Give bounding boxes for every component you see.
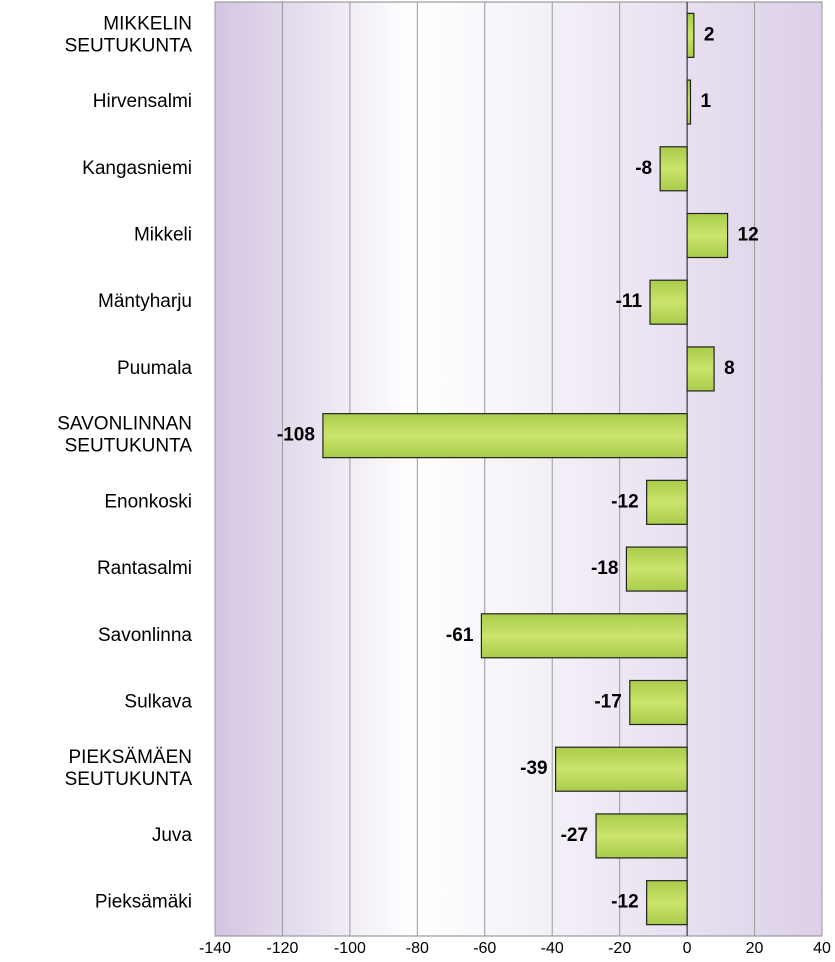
y-tick-label: Mäntyharju [98,291,192,312]
y-tick-label: PIEKSÄMÄEN SEUTUKUNTA [65,747,193,790]
y-tick-label: Savonlinna [98,625,192,646]
value-label: -108 [277,425,315,446]
x-tick-label: -120 [266,940,298,957]
bar [554,746,688,792]
value-label: -39 [520,758,547,779]
bar [686,212,729,259]
x-tick-label: 40 [813,940,831,957]
x-tick-label: 20 [746,940,764,957]
x-tick-label: -140 [199,940,231,957]
y-tick-label: Rantasalmi [97,558,192,579]
bar [480,613,688,659]
bar [629,679,688,726]
bar [659,146,688,192]
value-label: 8 [724,358,735,379]
value-label: -27 [561,825,588,846]
x-tick-label: -100 [334,940,366,957]
x-tick-label: -20 [608,940,631,957]
bar [322,413,688,459]
value-label: -12 [611,491,638,512]
x-tick-label: -80 [406,940,429,957]
y-tick-label: SAVONLINNAN SEUTUKUNTA [57,414,192,457]
y-tick-label: Hirvensalmi [93,91,192,112]
bar [649,279,688,325]
y-tick-label: MIKKELIN SEUTUKUNTA [65,13,193,56]
plot-area [214,1,823,937]
x-tick-label: -40 [541,940,564,957]
y-tick-label: Puumala [117,358,192,379]
value-label: 2 [704,24,715,45]
y-tick-label: Mikkeli [134,225,192,246]
value-label: -11 [616,291,643,312]
value-label: 1 [700,91,711,112]
bar [625,546,688,592]
bar [686,12,695,58]
bar [686,346,715,392]
value-label: -8 [635,158,652,179]
x-tick-label: -60 [473,940,496,957]
value-label: 12 [738,225,759,246]
y-tick-label: Juva [152,825,193,846]
value-label: -61 [446,625,474,646]
value-label: -17 [594,692,621,713]
y-tick-label: Sulkava [124,692,192,713]
bar [595,813,688,859]
value-label: -18 [591,558,618,579]
y-tick-label: Enonkoski [104,491,192,512]
bar [646,880,688,926]
value-label: -12 [611,892,638,913]
bar [646,479,688,525]
y-tick-label: Kangasniemi [82,158,192,179]
x-tick-label: 0 [683,940,692,957]
y-tick-label: Pieksämäki [95,892,192,913]
bar [686,79,692,125]
